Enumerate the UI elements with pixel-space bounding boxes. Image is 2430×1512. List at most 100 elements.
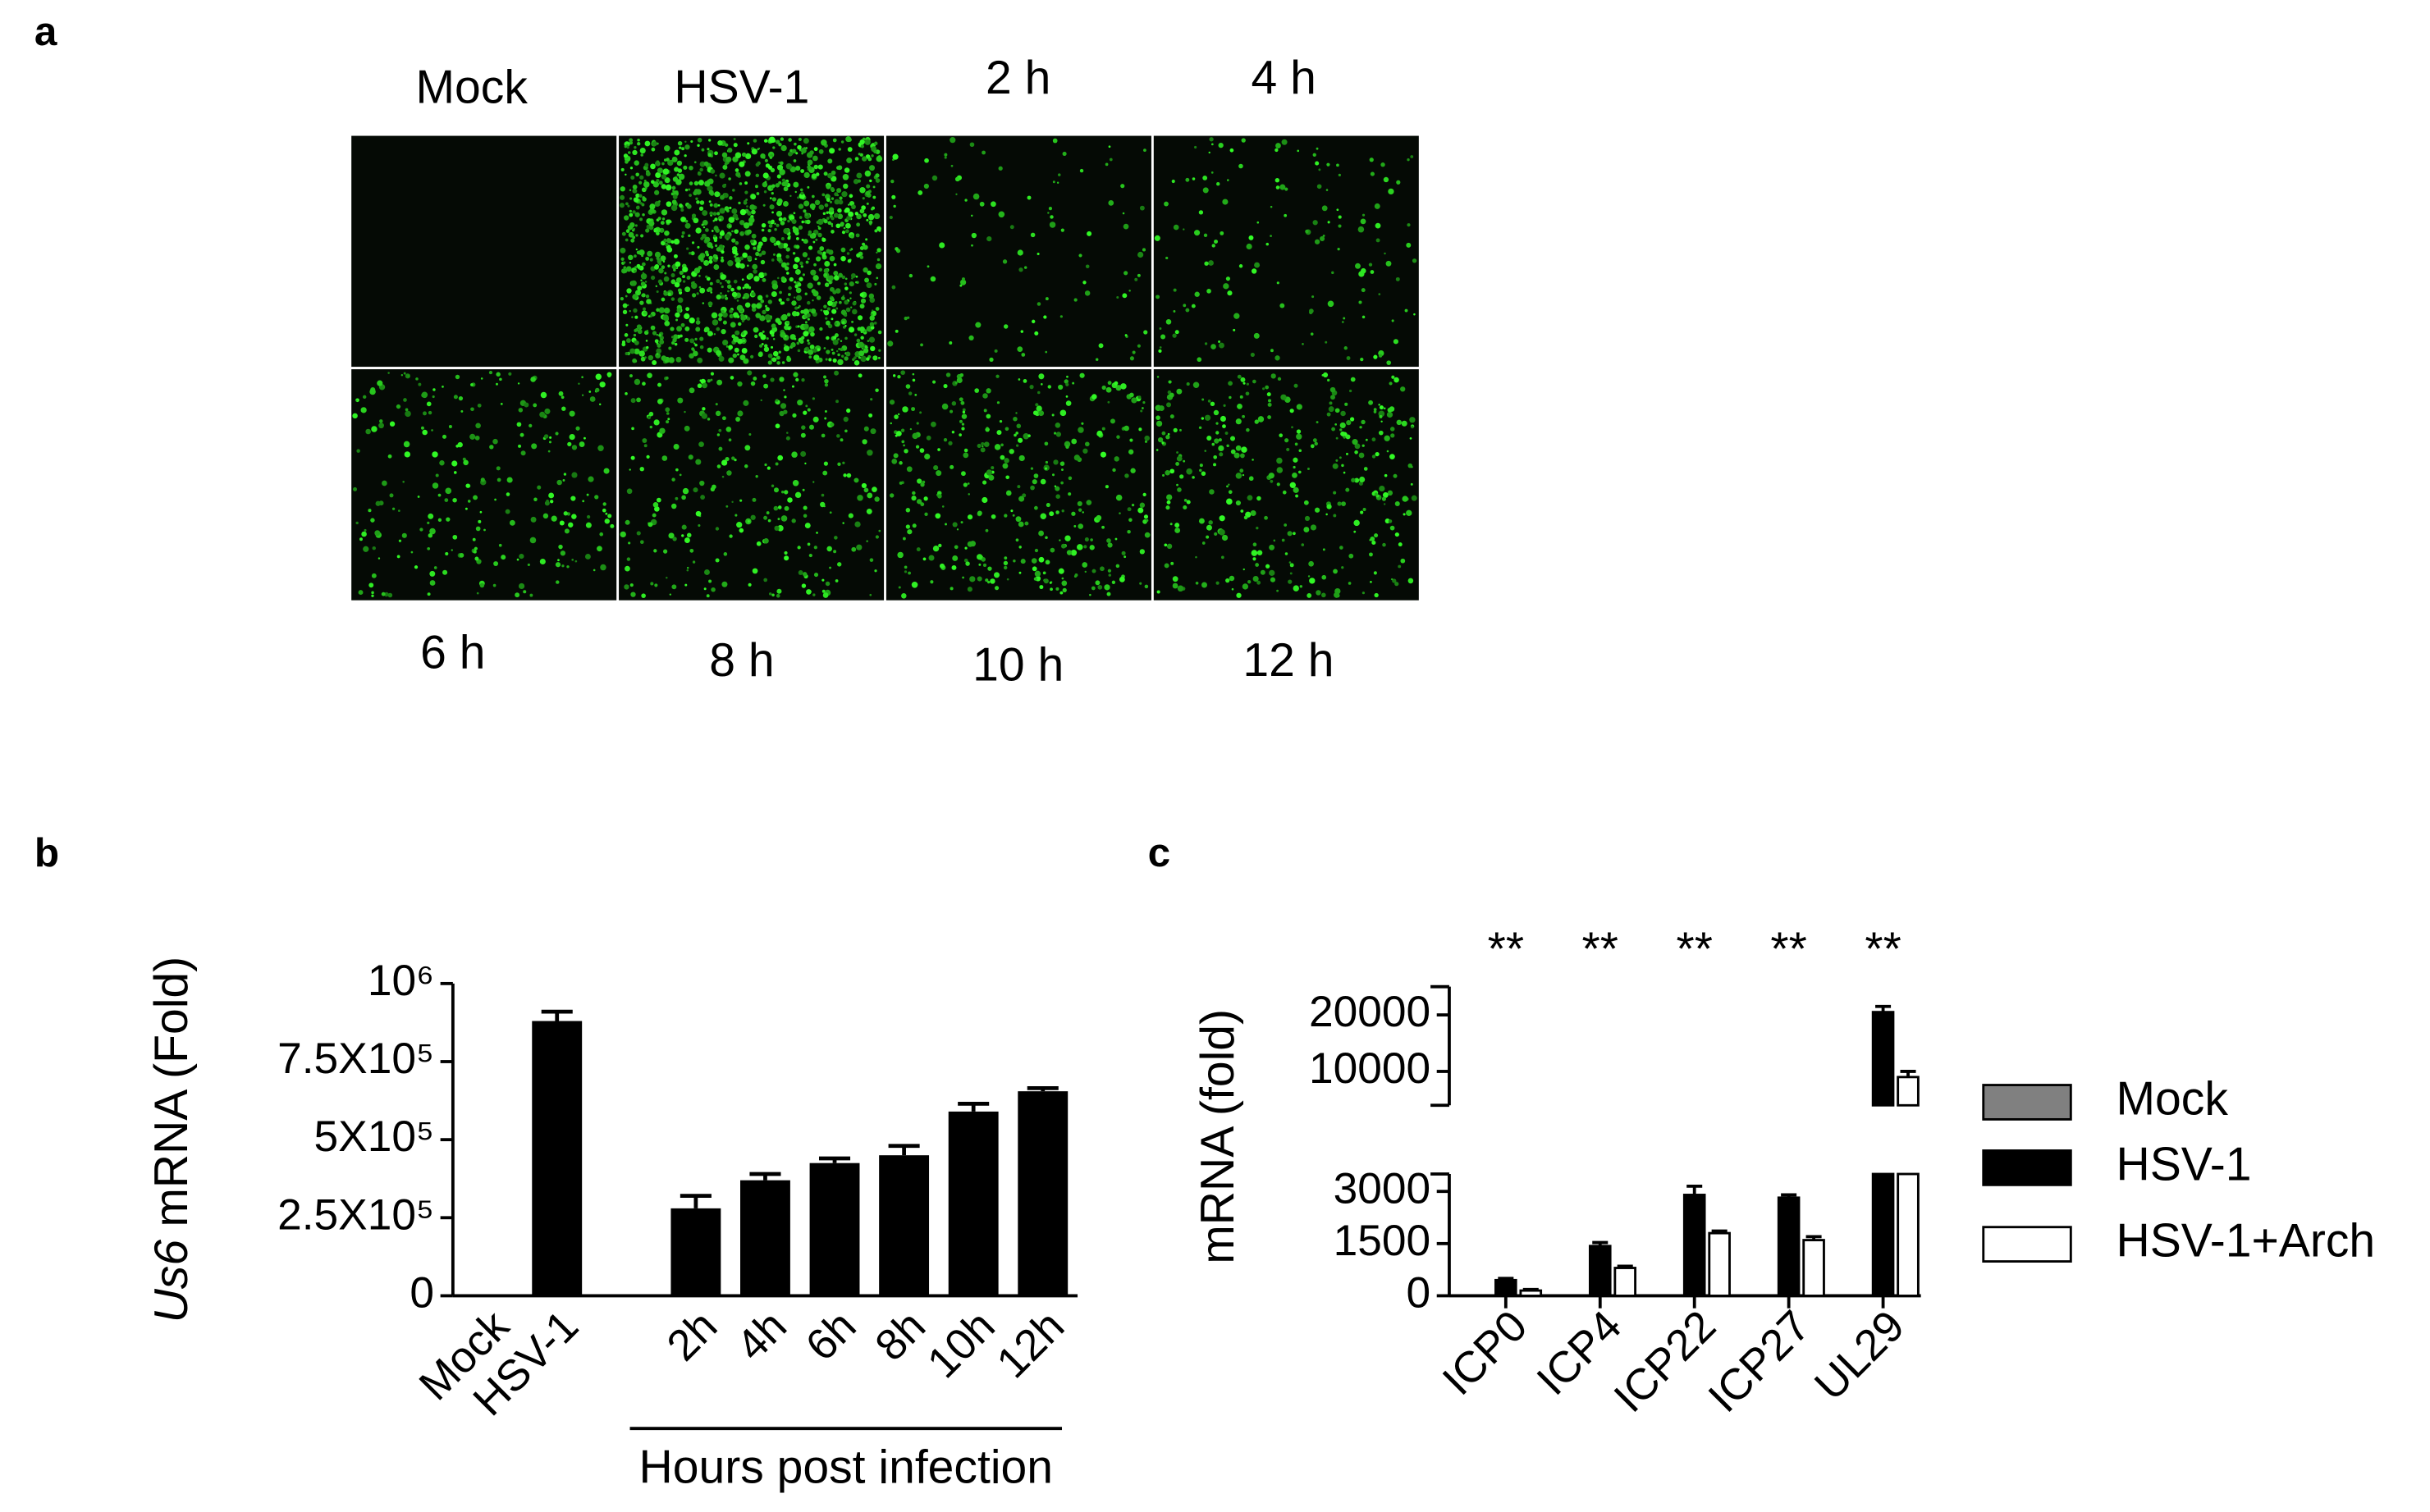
- cell-dot: [724, 143, 729, 147]
- cell-dot: [1111, 580, 1116, 584]
- cell-dot: [871, 154, 874, 158]
- cell-dot: [778, 217, 783, 222]
- cell-dot: [825, 358, 828, 361]
- cell-dot: [718, 428, 722, 432]
- cell-dot: [1165, 256, 1169, 260]
- image-label: 10 h: [972, 639, 1064, 692]
- cell-dot: [803, 348, 808, 351]
- cell-dot: [862, 439, 867, 445]
- cell-dot: [559, 520, 565, 526]
- cell-dot: [426, 401, 432, 407]
- cell-dot: [629, 348, 635, 354]
- cell-dot: [1252, 542, 1257, 547]
- cell-dot: [804, 212, 808, 217]
- cell-dot: [625, 338, 631, 343]
- cell-dot: [1161, 441, 1165, 445]
- cell-dot: [1022, 493, 1027, 498]
- cell-dot: [1233, 328, 1236, 331]
- cell-dot: [1037, 391, 1041, 395]
- error-bar: [818, 1156, 851, 1163]
- cell-dot: [704, 569, 710, 575]
- cell-dot: [368, 582, 374, 588]
- cell-dot: [739, 263, 745, 269]
- cell-dot: [693, 180, 699, 186]
- cell-dot: [675, 277, 682, 283]
- cell-dot: [728, 225, 731, 228]
- cell-dot: [830, 301, 833, 305]
- cell-dot: [692, 349, 696, 352]
- cell-dot: [627, 204, 630, 208]
- cell-dot: [1253, 332, 1260, 339]
- cell-dot: [529, 537, 537, 544]
- image-label: HSV-1: [674, 61, 809, 113]
- cell-dot: [807, 282, 813, 289]
- cell-dot: [1000, 443, 1004, 447]
- cell-dot: [668, 346, 672, 350]
- cell-dot: [516, 558, 519, 561]
- cell-dot: [1382, 542, 1386, 547]
- cell-dot: [716, 294, 721, 300]
- cell-dot: [1005, 475, 1010, 480]
- cell-dot: [595, 387, 600, 393]
- cell-dot: [371, 594, 374, 597]
- cell-dot: [1040, 478, 1046, 485]
- cell-dot: [853, 356, 857, 359]
- cell-dot: [822, 212, 826, 215]
- cell-dot: [832, 339, 839, 345]
- cell-dot: [764, 314, 771, 321]
- cell-dot: [799, 193, 806, 199]
- cell-dot: [1276, 457, 1283, 464]
- cell-dot: [1201, 417, 1205, 420]
- cell-dot: [1199, 468, 1202, 473]
- cell-dot: [805, 404, 808, 408]
- cell-dot: [1339, 428, 1343, 432]
- cell-dot: [1139, 502, 1146, 508]
- y-tick-label: 0: [410, 1269, 434, 1318]
- cell-dot: [787, 236, 791, 240]
- cell-dot: [777, 455, 784, 461]
- cell-dot: [858, 341, 864, 349]
- cell-dot: [812, 348, 817, 353]
- cell-dot: [786, 432, 789, 434]
- cell-dot: [734, 168, 739, 172]
- cell-dot: [656, 348, 662, 354]
- cell-dot: [987, 581, 991, 584]
- cell-dot: [524, 402, 529, 408]
- cell-dot: [621, 342, 626, 347]
- cell-dot: [710, 169, 716, 174]
- cell-dot: [442, 569, 448, 575]
- grid-gap: [351, 367, 1421, 370]
- cell-dot: [467, 500, 471, 503]
- cell-dot: [931, 175, 938, 181]
- cell-dot: [1037, 252, 1040, 255]
- cell-dot: [1204, 414, 1211, 421]
- cell-dot: [859, 208, 865, 214]
- cell-dot: [1338, 224, 1342, 228]
- cell-dot: [1316, 184, 1322, 190]
- cell-dot: [937, 448, 940, 451]
- cell-dot: [1298, 449, 1302, 453]
- cell-dot: [721, 416, 726, 421]
- cell-dot: [833, 550, 837, 554]
- cell-dot: [515, 592, 520, 598]
- cell-dot: [1260, 569, 1265, 575]
- cell-dot: [1129, 392, 1134, 398]
- cell-dot: [1284, 438, 1289, 443]
- cell-dot: [808, 326, 815, 333]
- cell-dot: [638, 180, 643, 185]
- cell-dot: [734, 255, 737, 258]
- cell-dot: [635, 205, 640, 210]
- cell-dot: [967, 514, 973, 520]
- cell-dot: [1032, 319, 1036, 324]
- cell-dot: [762, 172, 769, 179]
- cell-dot: [1291, 426, 1293, 429]
- cell-dot: [771, 323, 776, 329]
- cell-dot: [405, 410, 411, 418]
- cell-dot: [1169, 523, 1173, 526]
- cell-dot: [738, 201, 741, 205]
- cell-dot: [648, 225, 654, 231]
- cell-dot: [1004, 427, 1009, 432]
- cell-dot: [479, 510, 483, 514]
- cell-dot: [1210, 143, 1214, 146]
- cell-dot: [1091, 394, 1097, 400]
